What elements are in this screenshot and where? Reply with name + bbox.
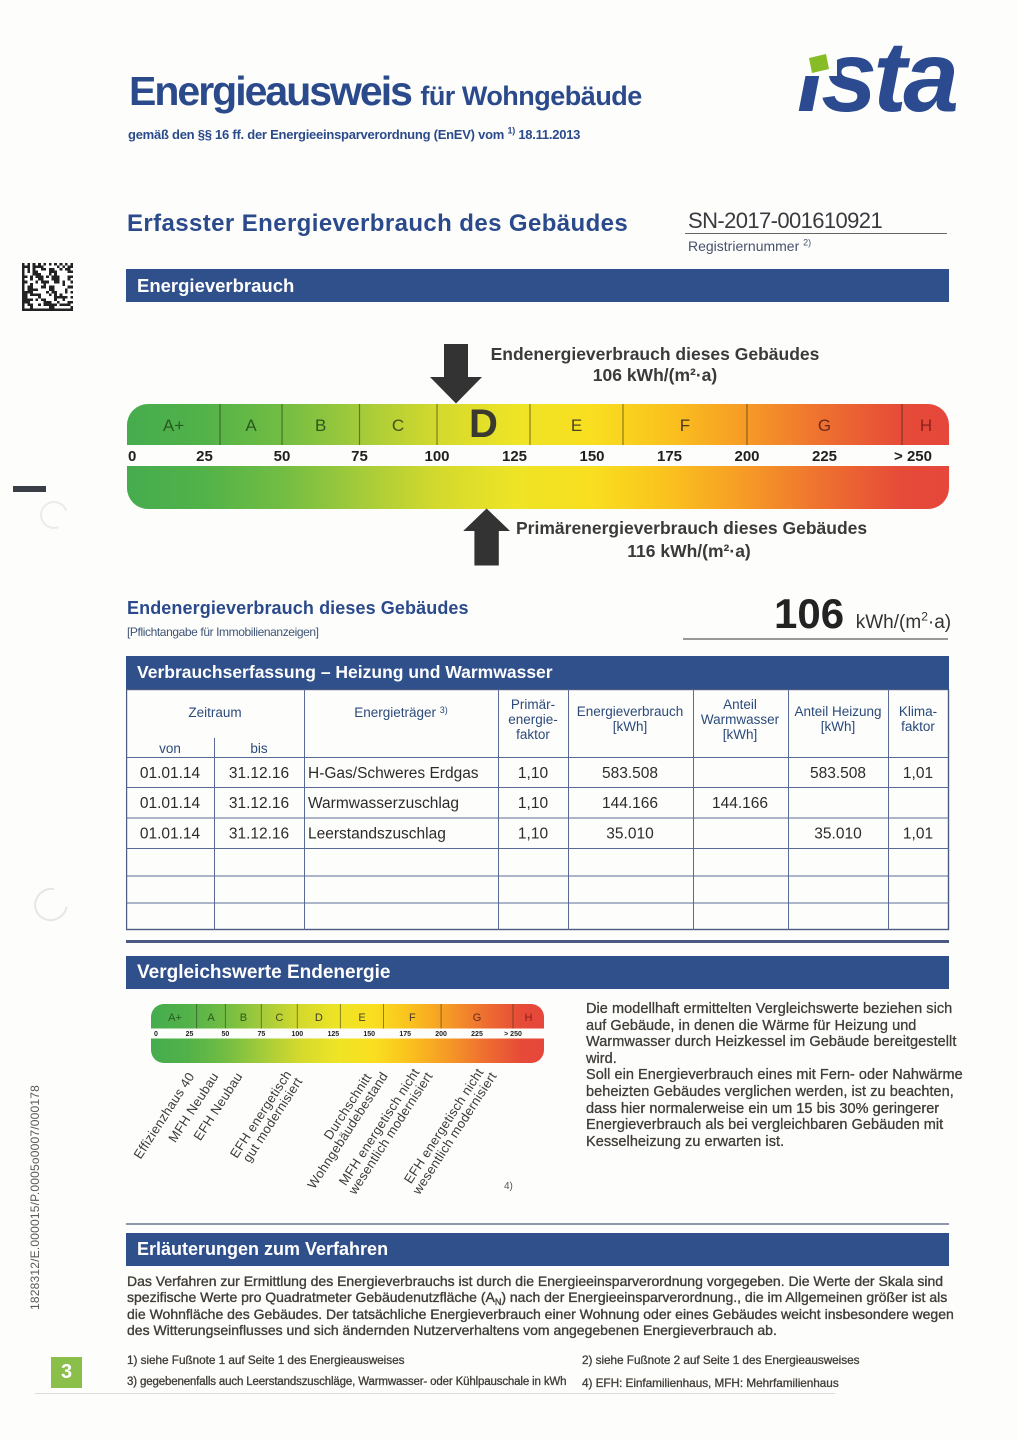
svg-text:1,10: 1,10: [518, 795, 549, 812]
svg-text:100: 100: [424, 448, 449, 465]
svg-text:150: 150: [579, 448, 604, 465]
svg-text:75: 75: [351, 448, 368, 465]
svg-text:31.12.16: 31.12.16: [229, 765, 289, 782]
svg-text:D: D: [469, 402, 498, 446]
svg-text:225: 225: [471, 1031, 483, 1038]
svg-text:0: 0: [154, 1031, 158, 1038]
svg-text:31.12.16: 31.12.16: [229, 826, 289, 843]
svg-text:F: F: [409, 1012, 416, 1024]
svg-text:225: 225: [812, 448, 837, 465]
svg-text:Warmwasser: Warmwasser: [701, 712, 780, 727]
svg-text:150: 150: [363, 1031, 375, 1038]
svg-text:35.010: 35.010: [814, 826, 862, 843]
svg-text:faktor: faktor: [901, 719, 935, 734]
svg-text:F: F: [680, 416, 690, 435]
svg-text:G: G: [818, 416, 831, 435]
svg-text:Primär-: Primär-: [511, 697, 555, 712]
svg-text:A+: A+: [163, 416, 184, 435]
svg-text:E: E: [571, 416, 582, 435]
svg-text:D: D: [315, 1012, 323, 1024]
svg-text:50: 50: [274, 448, 291, 465]
svg-text:50: 50: [222, 1031, 230, 1038]
svg-text:> 250: > 250: [894, 448, 932, 465]
svg-text:> 250: > 250: [504, 1031, 522, 1038]
svg-text:von: von: [159, 741, 181, 756]
svg-text:1,10: 1,10: [518, 826, 549, 843]
svg-text:Endenergieverbrauch dieses Geb: Endenergieverbrauch dieses Gebäudes: [491, 344, 820, 364]
svg-text:Warmwasserzuschlag: Warmwasserzuschlag: [308, 795, 459, 812]
svg-text:200: 200: [734, 448, 759, 465]
svg-text:75: 75: [258, 1031, 266, 1038]
svg-text:faktor: faktor: [516, 727, 550, 742]
svg-text:H: H: [920, 416, 932, 435]
svg-text:175: 175: [399, 1031, 411, 1038]
svg-text:125: 125: [327, 1031, 339, 1038]
svg-text:4): 4): [504, 1181, 513, 1192]
svg-text:0: 0: [128, 448, 136, 465]
svg-text:C: C: [275, 1012, 283, 1024]
svg-text:583.508: 583.508: [602, 765, 658, 782]
svg-text:25: 25: [196, 448, 213, 465]
svg-text:ısta: ısta: [797, 30, 956, 125]
svg-text:[kWh]: [kWh]: [821, 719, 856, 734]
svg-text:125: 125: [502, 448, 527, 465]
svg-text:Anteil: Anteil: [723, 697, 757, 712]
svg-text:Primärenergieverbrauch dieses: Primärenergieverbrauch dieses Gebäudes: [516, 518, 867, 538]
svg-text:Anteil Heizung: Anteil Heizung: [794, 704, 881, 719]
svg-text:[kWh]: [kWh]: [613, 719, 648, 734]
svg-text:1,01: 1,01: [903, 765, 933, 782]
svg-text:01.01.14: 01.01.14: [140, 795, 201, 812]
svg-text:01.01.14: 01.01.14: [140, 765, 201, 782]
svg-text:144.166: 144.166: [602, 795, 658, 812]
svg-text:175: 175: [657, 448, 682, 465]
svg-text:A+: A+: [168, 1012, 182, 1024]
svg-text:H-Gas/Schweres Erdgas: H-Gas/Schweres Erdgas: [308, 765, 479, 782]
svg-text:[kWh]: [kWh]: [723, 727, 758, 742]
svg-text:31.12.16: 31.12.16: [229, 795, 289, 812]
svg-text:583.508: 583.508: [810, 765, 866, 782]
svg-text:100: 100: [291, 1031, 303, 1038]
svg-text:A: A: [245, 416, 257, 435]
svg-text:Energieverbrauch: Energieverbrauch: [577, 704, 684, 719]
svg-text:Klima-: Klima-: [899, 704, 937, 719]
svg-text:C: C: [392, 416, 404, 435]
svg-text:Energieträger 3): Energieträger 3): [354, 705, 448, 720]
svg-text:E: E: [358, 1012, 365, 1024]
svg-text:144.166: 144.166: [712, 795, 768, 812]
svg-text:1,01: 1,01: [903, 826, 933, 843]
svg-text:200: 200: [435, 1031, 447, 1038]
svg-text:116 kWh/(m²·a): 116 kWh/(m²·a): [627, 541, 751, 561]
svg-text:bis: bis: [250, 741, 268, 756]
svg-text:01.01.14: 01.01.14: [140, 826, 201, 843]
svg-text:25: 25: [186, 1031, 194, 1038]
svg-text:A: A: [207, 1012, 215, 1024]
svg-text:1,10: 1,10: [518, 765, 549, 782]
svg-text:energie-: energie-: [508, 712, 558, 727]
svg-text:G: G: [473, 1012, 482, 1024]
svg-text:B: B: [315, 416, 326, 435]
svg-text:Leerstandszuschlag: Leerstandszuschlag: [308, 826, 446, 843]
svg-text:B: B: [240, 1012, 247, 1024]
svg-text:Zeitraum: Zeitraum: [188, 705, 241, 720]
svg-text:106 kWh/(m²·a): 106 kWh/(m²·a): [593, 365, 717, 385]
svg-text:35.010: 35.010: [606, 826, 654, 843]
svg-text:H: H: [525, 1012, 533, 1024]
